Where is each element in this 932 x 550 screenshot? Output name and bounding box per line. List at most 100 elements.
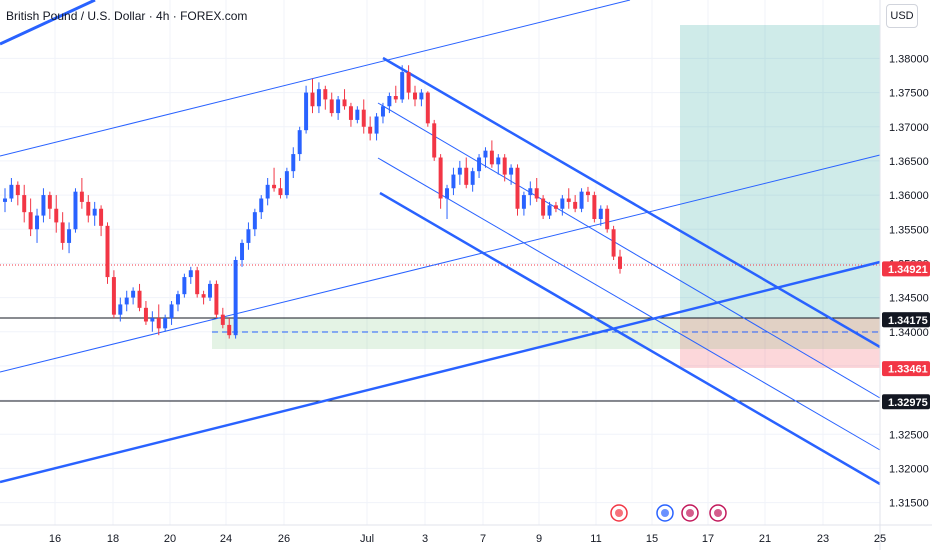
candle-body	[143, 307, 148, 322]
trend-line	[0, 260, 881, 484]
candle-body	[521, 195, 526, 209]
time-tick-label: 18	[107, 533, 119, 545]
time-tick-label: 17	[702, 533, 714, 545]
candle-body	[265, 184, 270, 199]
candle-body	[470, 171, 475, 185]
candle-body	[105, 225, 110, 278]
candle-body	[182, 277, 187, 295]
candle-body	[22, 195, 27, 213]
event-icon-dot	[615, 509, 623, 517]
time-tick-label: 23	[817, 533, 829, 545]
candle-body	[272, 184, 277, 189]
candle-body	[246, 229, 251, 243]
candle-body	[208, 283, 212, 298]
trend-line	[377, 157, 881, 451]
candle-body	[118, 304, 123, 315]
candle-body	[47, 195, 52, 209]
candle-body	[566, 198, 571, 202]
candle-body	[259, 198, 264, 213]
candle-body	[553, 205, 558, 209]
candle-body	[150, 318, 155, 322]
candle-body	[220, 314, 225, 325]
candle-body	[227, 324, 232, 336]
time-axis: 16 18 20 24 26 Jul 3 7 9 11 15 17 21 23 25	[49, 533, 886, 545]
candle-body	[28, 212, 33, 230]
support-zone	[212, 318, 880, 349]
candle-body	[304, 92, 309, 131]
candle-body	[131, 290, 136, 298]
target-zone	[680, 25, 880, 318]
time-tick-label: 15	[646, 533, 658, 545]
candle-body	[348, 106, 353, 120]
candle-body	[413, 92, 417, 100]
candle-body	[380, 106, 385, 117]
trend-line	[0, 154, 881, 373]
candle-body	[541, 198, 546, 216]
event-icon-dot	[686, 509, 694, 517]
candle-body	[3, 198, 7, 202]
chart-title: British Pound / U.S. Dollar · 4h · FOREX…	[6, 9, 248, 23]
candle-body	[111, 277, 116, 315]
candle-body	[336, 99, 341, 114]
trend-line	[0, 0, 96, 46]
candle-body	[284, 171, 289, 196]
candle-body	[92, 208, 97, 216]
candle-body	[329, 99, 334, 114]
candle-body	[387, 96, 392, 107]
candle-body	[137, 290, 142, 308]
candle-body	[233, 260, 238, 336]
candle-body	[419, 92, 424, 100]
candles	[3, 65, 622, 339]
candle-body	[393, 96, 398, 100]
candle-body	[67, 229, 72, 243]
price-tick-label: 1.34500	[889, 293, 929, 305]
price-label: 1.33461	[888, 364, 928, 376]
candle-body	[605, 208, 610, 230]
currency-button[interactable]: USD	[886, 4, 918, 28]
candle-body	[457, 167, 462, 175]
candle-body	[99, 208, 104, 226]
time-tick-label: 21	[759, 533, 771, 545]
candle-body	[54, 208, 59, 223]
trend-line	[377, 102, 881, 399]
price-label-bg	[882, 361, 930, 377]
candle-body	[73, 191, 78, 230]
candle-body	[278, 188, 283, 196]
candle-body	[35, 215, 40, 230]
candle-body	[547, 205, 552, 216]
price-label-bg	[882, 261, 930, 277]
position-zones	[212, 25, 880, 368]
candle-body	[432, 123, 437, 158]
candle-body	[361, 109, 366, 127]
candle-body	[214, 283, 219, 315]
time-tick-label: 20	[164, 533, 176, 545]
grid	[0, 0, 881, 525]
candle-body	[188, 270, 193, 278]
candle-body	[598, 208, 603, 219]
candle-body	[534, 188, 539, 199]
price-tick-label: 1.37500	[889, 88, 929, 100]
candle-body	[9, 184, 14, 199]
trend-line	[379, 191, 881, 486]
candle-body	[323, 89, 328, 100]
candle-body	[502, 157, 507, 175]
price-tick-label: 1.37000	[889, 122, 929, 134]
event-icons[interactable]	[610, 504, 727, 522]
candle-body	[156, 318, 161, 329]
candle-body	[252, 212, 257, 230]
candle-body	[355, 109, 360, 120]
candle-body	[15, 184, 20, 196]
candle-body	[585, 191, 590, 196]
candle-body	[310, 92, 315, 107]
time-tick-label: 25	[874, 533, 886, 545]
candle-body	[124, 297, 129, 305]
price-tick-label: 1.32000	[889, 463, 929, 475]
candle-body	[425, 92, 430, 124]
price-label: 1.32975	[888, 397, 928, 409]
candle-body	[41, 195, 46, 216]
time-tick-label: 3	[422, 533, 428, 545]
candle-body	[316, 89, 321, 107]
